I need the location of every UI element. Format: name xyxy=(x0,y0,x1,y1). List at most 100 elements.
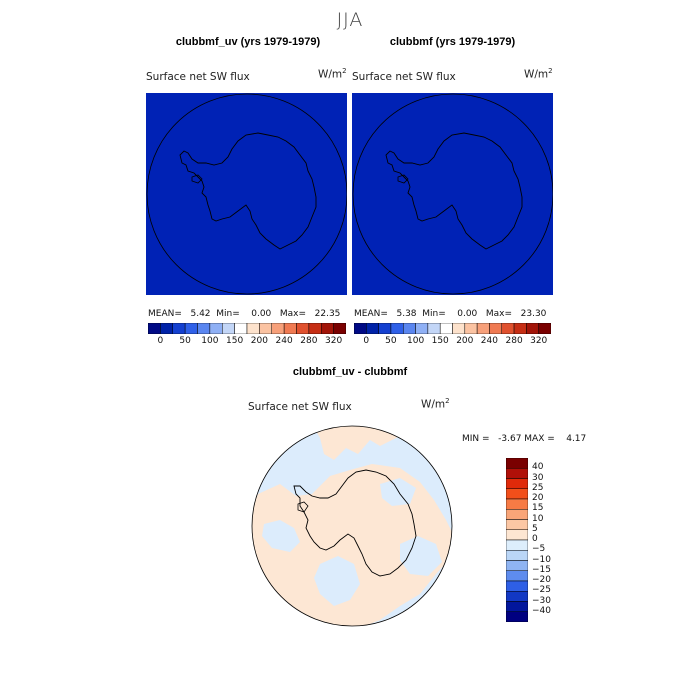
diff-panel-stats: MIN = -3.67 MAX = 4.17 xyxy=(462,434,587,444)
panel-2-antarctica-coastline xyxy=(385,132,523,250)
diff-colorbar-tick-label: 40 xyxy=(532,462,544,473)
diff-colorbar-swatch xyxy=(506,519,528,530)
colorbar-swatch xyxy=(476,323,490,334)
colorbar-tick-label: 240 xyxy=(480,336,498,346)
diff-colorbar-tick-label: −15 xyxy=(532,564,551,575)
panel-1-colorbar xyxy=(148,323,346,334)
colorbar-swatch xyxy=(489,323,503,334)
colorbar-tick-label: 150 xyxy=(431,336,449,346)
diff-island-outline xyxy=(297,501,309,513)
colorbar-tick-label: 200 xyxy=(250,336,268,346)
diff-panel-units: W/m2 xyxy=(421,397,450,411)
panel-2-colorbar-ticks: 0 50 100 150 200 240 280 320 xyxy=(354,336,551,348)
colorbar-swatch xyxy=(246,323,260,334)
colorbar-tick-label: 0 xyxy=(157,336,164,346)
panel-1-map xyxy=(146,93,347,295)
diff-colorbar-swatch xyxy=(506,550,528,561)
panel-2-colorbar xyxy=(354,323,551,334)
diff-antarctica-coastline xyxy=(293,469,417,577)
diff-negative-patch-east xyxy=(400,536,442,576)
colorbar-tick-label: 50 xyxy=(179,336,191,346)
diff-colorbar-tick-label: 15 xyxy=(532,503,544,514)
colorbar-tick-label: 50 xyxy=(385,336,397,346)
colorbar-swatch xyxy=(415,323,429,334)
colorbar-tick-label: 150 xyxy=(226,336,244,346)
diff-colorbar-swatch xyxy=(506,488,528,500)
colorbar-tick-label: 100 xyxy=(201,336,219,346)
panel-1-title: clubbmf_uv (yrs 1979-1979) xyxy=(175,36,321,48)
panel-1-island-outline xyxy=(191,174,203,184)
diff-panel-variable-label: Surface net SW flux xyxy=(248,401,352,413)
colorbar-swatch xyxy=(513,323,527,334)
panel-2-map-boundary xyxy=(352,93,553,295)
panel-2-units: W/m2 xyxy=(524,67,553,81)
diff-colorbar-tick-label: −10 xyxy=(532,554,551,565)
colorbar-swatch xyxy=(501,323,515,334)
colorbar-tick-label: 200 xyxy=(456,336,474,346)
colorbar-tick-label: 280 xyxy=(300,336,318,346)
colorbar-swatch xyxy=(538,323,551,334)
diff-colorbar-tick-label: 10 xyxy=(532,513,544,524)
panel-1-stats: MEAN= 5.42 Min= 0.00 Max= 22.35 xyxy=(148,309,341,319)
colorbar-swatch xyxy=(427,323,441,334)
panel-1-antarctica-coastline xyxy=(179,132,317,250)
colorbar-swatch xyxy=(197,323,211,334)
diff-colorbar-tick-label: −25 xyxy=(532,585,551,596)
diff-colorbar-tick-label: −5 xyxy=(532,544,546,555)
diff-panel-title: clubbmf_uv - clubbmf xyxy=(292,366,408,378)
diff-colorbar-tick-label: 30 xyxy=(532,472,544,483)
colorbar-swatch xyxy=(283,323,297,334)
panel-1-colorbar-ticks: 0 50 100 150 200 240 280 320 xyxy=(148,336,346,348)
colorbar-swatch xyxy=(160,323,174,334)
colorbar-tick-label: 0 xyxy=(363,336,370,346)
diff-colorbar-tick-label: 0 xyxy=(532,534,538,544)
panel-1-map-boundary xyxy=(146,93,347,295)
diff-colorbar-swatch xyxy=(506,601,528,612)
colorbar-swatch xyxy=(390,323,404,334)
colorbar-swatch xyxy=(222,323,235,334)
colorbar-swatch xyxy=(366,323,379,334)
diff-colorbar xyxy=(506,458,528,622)
diff-colorbar-swatch xyxy=(506,478,528,489)
diff-colorbar-swatch xyxy=(506,529,528,541)
diff-colorbar-tick-label: −40 xyxy=(532,605,551,616)
diff-colorbar-swatch xyxy=(506,580,528,592)
diff-map-boundary xyxy=(251,425,453,627)
colorbar-swatch xyxy=(452,323,466,334)
colorbar-swatch xyxy=(308,323,322,334)
colorbar-swatch xyxy=(296,323,310,334)
colorbar-swatch xyxy=(321,323,334,334)
colorbar-swatch xyxy=(234,323,248,334)
panel-1-variable-label: Surface net SW flux xyxy=(146,71,250,83)
diff-colorbar-swatch xyxy=(506,560,528,571)
panel-2-map xyxy=(352,93,553,295)
diff-colorbar-swatch xyxy=(506,498,528,510)
diff-negative-patch-south xyxy=(314,556,360,606)
colorbar-swatch xyxy=(148,323,161,334)
diff-colorbar-tick-label: 25 xyxy=(532,482,544,493)
colorbar-tick-label: 100 xyxy=(407,336,425,346)
diff-colorbar-tick-label: 20 xyxy=(532,493,544,503)
colorbar-swatch xyxy=(403,323,416,334)
colorbar-swatch xyxy=(526,323,539,334)
diff-colorbar-tick-label: 5 xyxy=(532,523,538,534)
colorbar-swatch xyxy=(464,323,478,334)
diff-negative-patch-west xyxy=(262,520,300,552)
colorbar-tick-label: 320 xyxy=(325,336,343,346)
diff-colorbar-swatch xyxy=(506,570,528,582)
colorbar-swatch xyxy=(259,323,273,334)
diff-positive-region-north xyxy=(312,426,400,460)
diff-panel-map xyxy=(251,425,453,627)
panel-2-field-fill xyxy=(352,93,553,295)
diff-colorbar-swatch xyxy=(506,458,528,469)
colorbar-tick-label: 320 xyxy=(530,336,548,346)
panel-2-island-outline xyxy=(397,174,409,184)
colorbar-tick-label: 240 xyxy=(275,336,293,346)
diff-colorbar-tick-label: −30 xyxy=(532,595,551,606)
colorbar-swatch xyxy=(184,323,198,334)
panel-2-variable-label: Surface net SW flux xyxy=(352,71,456,83)
colorbar-swatch xyxy=(172,323,186,334)
diff-colorbar-tick-label: −20 xyxy=(532,575,551,585)
diff-positive-region-center xyxy=(252,464,452,626)
colorbar-swatch xyxy=(209,323,223,334)
